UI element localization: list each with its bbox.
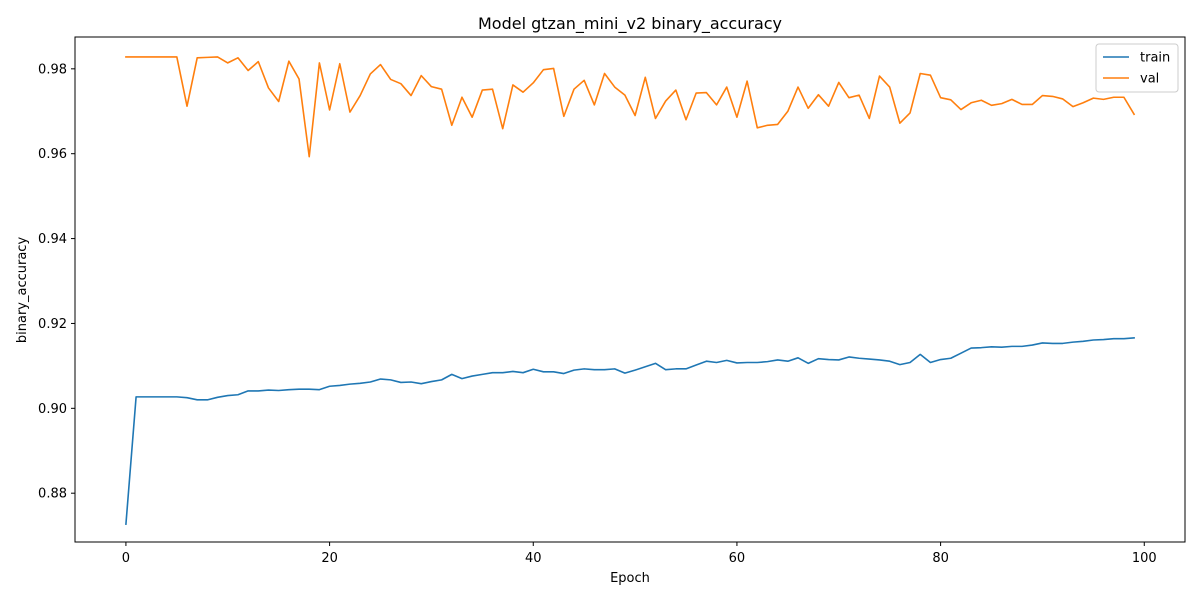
series-line-val (125, 56, 1136, 158)
axes-frame (74, 36, 1186, 543)
y-tick-label: 0.96 (38, 147, 67, 162)
x-tick-label: 0 (122, 551, 130, 566)
plot-area: 0 20 40 60 80 100 0.88 0.90 0.92 0.94 0.96 0.98 (38, 36, 1186, 566)
series-line-train (125, 337, 1135, 526)
legend: train val (1095, 43, 1179, 93)
chart-title: Model gtzan_mini_v2 binary_accuracy (478, 14, 782, 34)
legend-label-train: train (1140, 51, 1170, 66)
y-tick-label: 0.92 (38, 317, 67, 332)
x-axis-title: Epoch (610, 571, 650, 586)
legend-box (1095, 43, 1179, 93)
x-tick-label: 100 (1132, 551, 1157, 566)
y-tick-label: 0.90 (38, 402, 67, 417)
y-axis-title: binary_accuracy (15, 237, 30, 344)
y-tick-label: 0.98 (38, 62, 67, 77)
x-tick-label: 80 (932, 551, 949, 566)
legend-label-val: val (1140, 72, 1159, 87)
y-tick-label: 0.94 (38, 232, 67, 247)
x-tick-label: 20 (321, 551, 338, 566)
x-tick-label: 60 (729, 551, 746, 566)
x-tick-label: 40 (525, 551, 542, 566)
y-tick-label: 0.88 (38, 487, 67, 502)
